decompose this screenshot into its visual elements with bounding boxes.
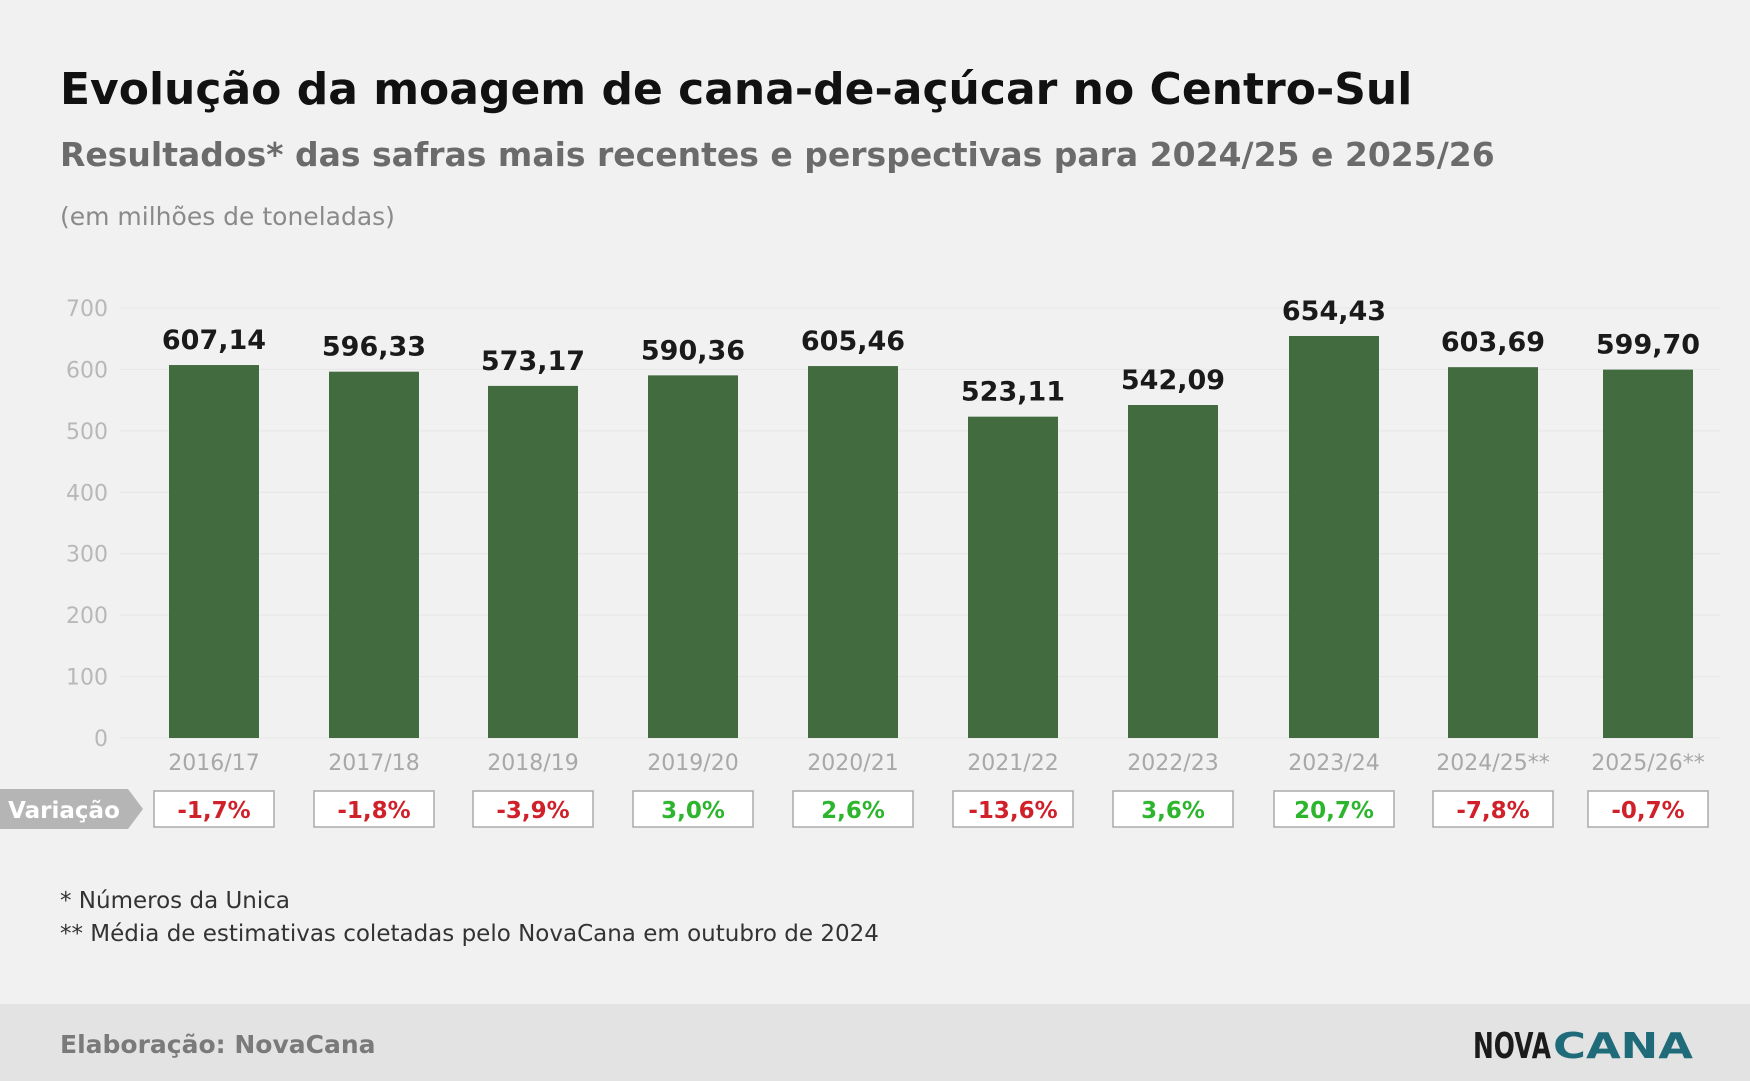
y-tick-label: 700 [66, 297, 108, 322]
chart-subtitle: Resultados* das safras mais recentes e p… [60, 135, 1495, 174]
y-tick-label: 0 [94, 727, 108, 752]
variation-label: -3,9% [496, 798, 569, 824]
chart-title: Evolução da moagem de cana-de-açúcar no … [60, 64, 1412, 115]
variation-label: -7,8% [1456, 798, 1529, 824]
variation-label: -1,7% [177, 798, 250, 824]
variation-box [952, 790, 1074, 828]
value-label: 605,46 [801, 326, 905, 357]
value-label: 542,09 [1121, 365, 1225, 396]
x-tick-label: 2020/21 [807, 751, 898, 776]
value-label: 603,69 [1441, 327, 1545, 358]
variation-label: -13,6% [968, 798, 1057, 824]
x-tick-label: 2025/26** [1591, 751, 1704, 776]
value-label: 599,70 [1596, 330, 1700, 361]
value-label: 596,33 [322, 332, 426, 363]
bar [1603, 369, 1693, 738]
variation-box [792, 790, 914, 828]
bar [169, 365, 259, 738]
logo-part: CANA [1553, 1026, 1693, 1067]
value-label: 590,36 [641, 335, 745, 366]
x-tick-label: 2024/25** [1436, 751, 1549, 776]
variation-box [1273, 790, 1395, 828]
unit-label: (em milhões de toneladas) [60, 202, 395, 231]
value-label: 523,11 [961, 377, 1065, 408]
footnote: * Números da Unica [60, 888, 290, 914]
variation-box [472, 790, 594, 828]
y-tick-label: 400 [66, 481, 108, 506]
footnote: ** Média de estimativas coletadas pelo N… [60, 921, 879, 947]
x-tick-label: 2021/22 [967, 751, 1058, 776]
x-tick-label: 2016/17 [168, 751, 259, 776]
x-tick-label: 2017/18 [328, 751, 419, 776]
y-tick-label: 100 [66, 666, 108, 691]
x-tick-label: 2023/24 [1288, 751, 1379, 776]
variation-box [153, 790, 275, 828]
bar [1289, 335, 1379, 738]
variation-label: 3,0% [661, 798, 725, 824]
bar [1448, 367, 1538, 738]
y-tick-label: 300 [66, 543, 108, 568]
y-tick-label: 500 [66, 420, 108, 445]
x-tick-label: 2018/19 [487, 751, 578, 776]
bar [488, 385, 578, 738]
bar [968, 416, 1058, 738]
x-tick-label: 2019/20 [647, 751, 738, 776]
variation-tag [0, 789, 143, 829]
variation-label: 3,6% [1141, 798, 1205, 824]
variation-label: 2,6% [821, 798, 885, 824]
variation-box [1112, 790, 1234, 828]
bar [1128, 405, 1218, 738]
x-tick-label: 2022/23 [1127, 751, 1218, 776]
variation-box [632, 790, 754, 828]
variation-label: Variação [8, 798, 120, 824]
value-label: 607,14 [162, 325, 266, 356]
bar [648, 375, 738, 738]
y-tick-label: 600 [66, 358, 108, 383]
source: Elaboração: NovaCana [60, 1030, 376, 1059]
y-tick-label: 200 [66, 604, 108, 629]
value-label: 654,43 [1282, 296, 1386, 327]
variation-box [1432, 790, 1554, 828]
variation-box [1587, 790, 1709, 828]
variation-label: 20,7% [1294, 798, 1374, 824]
logo-part: NOVA [1473, 1026, 1551, 1067]
bar [808, 366, 898, 738]
bar [329, 371, 419, 738]
footer [0, 1004, 1750, 1081]
variation-box [313, 790, 435, 828]
variation-label: -0,7% [1611, 798, 1684, 824]
value-label: 573,17 [481, 346, 585, 377]
variation-label: -1,8% [337, 798, 410, 824]
